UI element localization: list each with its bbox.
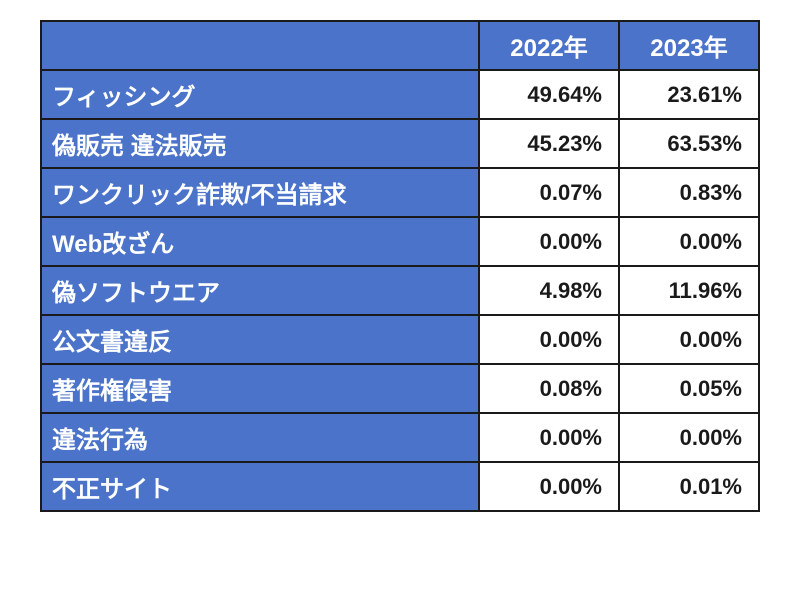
row-label: 違法行為 xyxy=(41,413,479,462)
cell-2023: 0.00% xyxy=(619,315,759,364)
table-row: 偽ソフトウエア 4.98% 11.96% xyxy=(41,266,759,315)
cell-2023: 23.61% xyxy=(619,70,759,119)
cell-2022: 49.64% xyxy=(479,70,619,119)
cell-2023: 0.01% xyxy=(619,462,759,511)
corner-cell xyxy=(41,21,479,70)
row-label: 著作権侵害 xyxy=(41,364,479,413)
table-body: フィッシング 49.64% 23.61% 偽販売 違法販売 45.23% 63.… xyxy=(41,70,759,511)
table-row: 偽販売 違法販売 45.23% 63.53% xyxy=(41,119,759,168)
row-label: 偽ソフトウエア xyxy=(41,266,479,315)
row-label: 公文書違反 xyxy=(41,315,479,364)
cell-2022: 0.00% xyxy=(479,315,619,364)
cell-2023: 11.96% xyxy=(619,266,759,315)
row-label: フィッシング xyxy=(41,70,479,119)
cell-2022: 0.08% xyxy=(479,364,619,413)
data-table: 2022年 2023年 フィッシング 49.64% 23.61% 偽販売 違法販… xyxy=(40,20,760,512)
col-header-2023: 2023年 xyxy=(619,21,759,70)
cell-2022: 0.07% xyxy=(479,168,619,217)
row-label: 不正サイト xyxy=(41,462,479,511)
table-row: ワンクリック詐欺/不当請求 0.07% 0.83% xyxy=(41,168,759,217)
cell-2022: 45.23% xyxy=(479,119,619,168)
cell-2022: 0.00% xyxy=(479,462,619,511)
cell-2022: 0.00% xyxy=(479,413,619,462)
row-label: ワンクリック詐欺/不当請求 xyxy=(41,168,479,217)
cell-2022: 4.98% xyxy=(479,266,619,315)
table-row: 著作権侵害 0.08% 0.05% xyxy=(41,364,759,413)
row-label: 偽販売 違法販売 xyxy=(41,119,479,168)
table-container: 2022年 2023年 フィッシング 49.64% 23.61% 偽販売 違法販… xyxy=(0,0,800,532)
cell-2023: 0.83% xyxy=(619,168,759,217)
table-row: 不正サイト 0.00% 0.01% xyxy=(41,462,759,511)
cell-2023: 0.05% xyxy=(619,364,759,413)
table-row: 違法行為 0.00% 0.00% xyxy=(41,413,759,462)
col-header-2022: 2022年 xyxy=(479,21,619,70)
cell-2023: 0.00% xyxy=(619,413,759,462)
cell-2022: 0.00% xyxy=(479,217,619,266)
header-row: 2022年 2023年 xyxy=(41,21,759,70)
cell-2023: 63.53% xyxy=(619,119,759,168)
table-row: 公文書違反 0.00% 0.00% xyxy=(41,315,759,364)
table-row: Web改ざん 0.00% 0.00% xyxy=(41,217,759,266)
cell-2023: 0.00% xyxy=(619,217,759,266)
table-row: フィッシング 49.64% 23.61% xyxy=(41,70,759,119)
row-label: Web改ざん xyxy=(41,217,479,266)
